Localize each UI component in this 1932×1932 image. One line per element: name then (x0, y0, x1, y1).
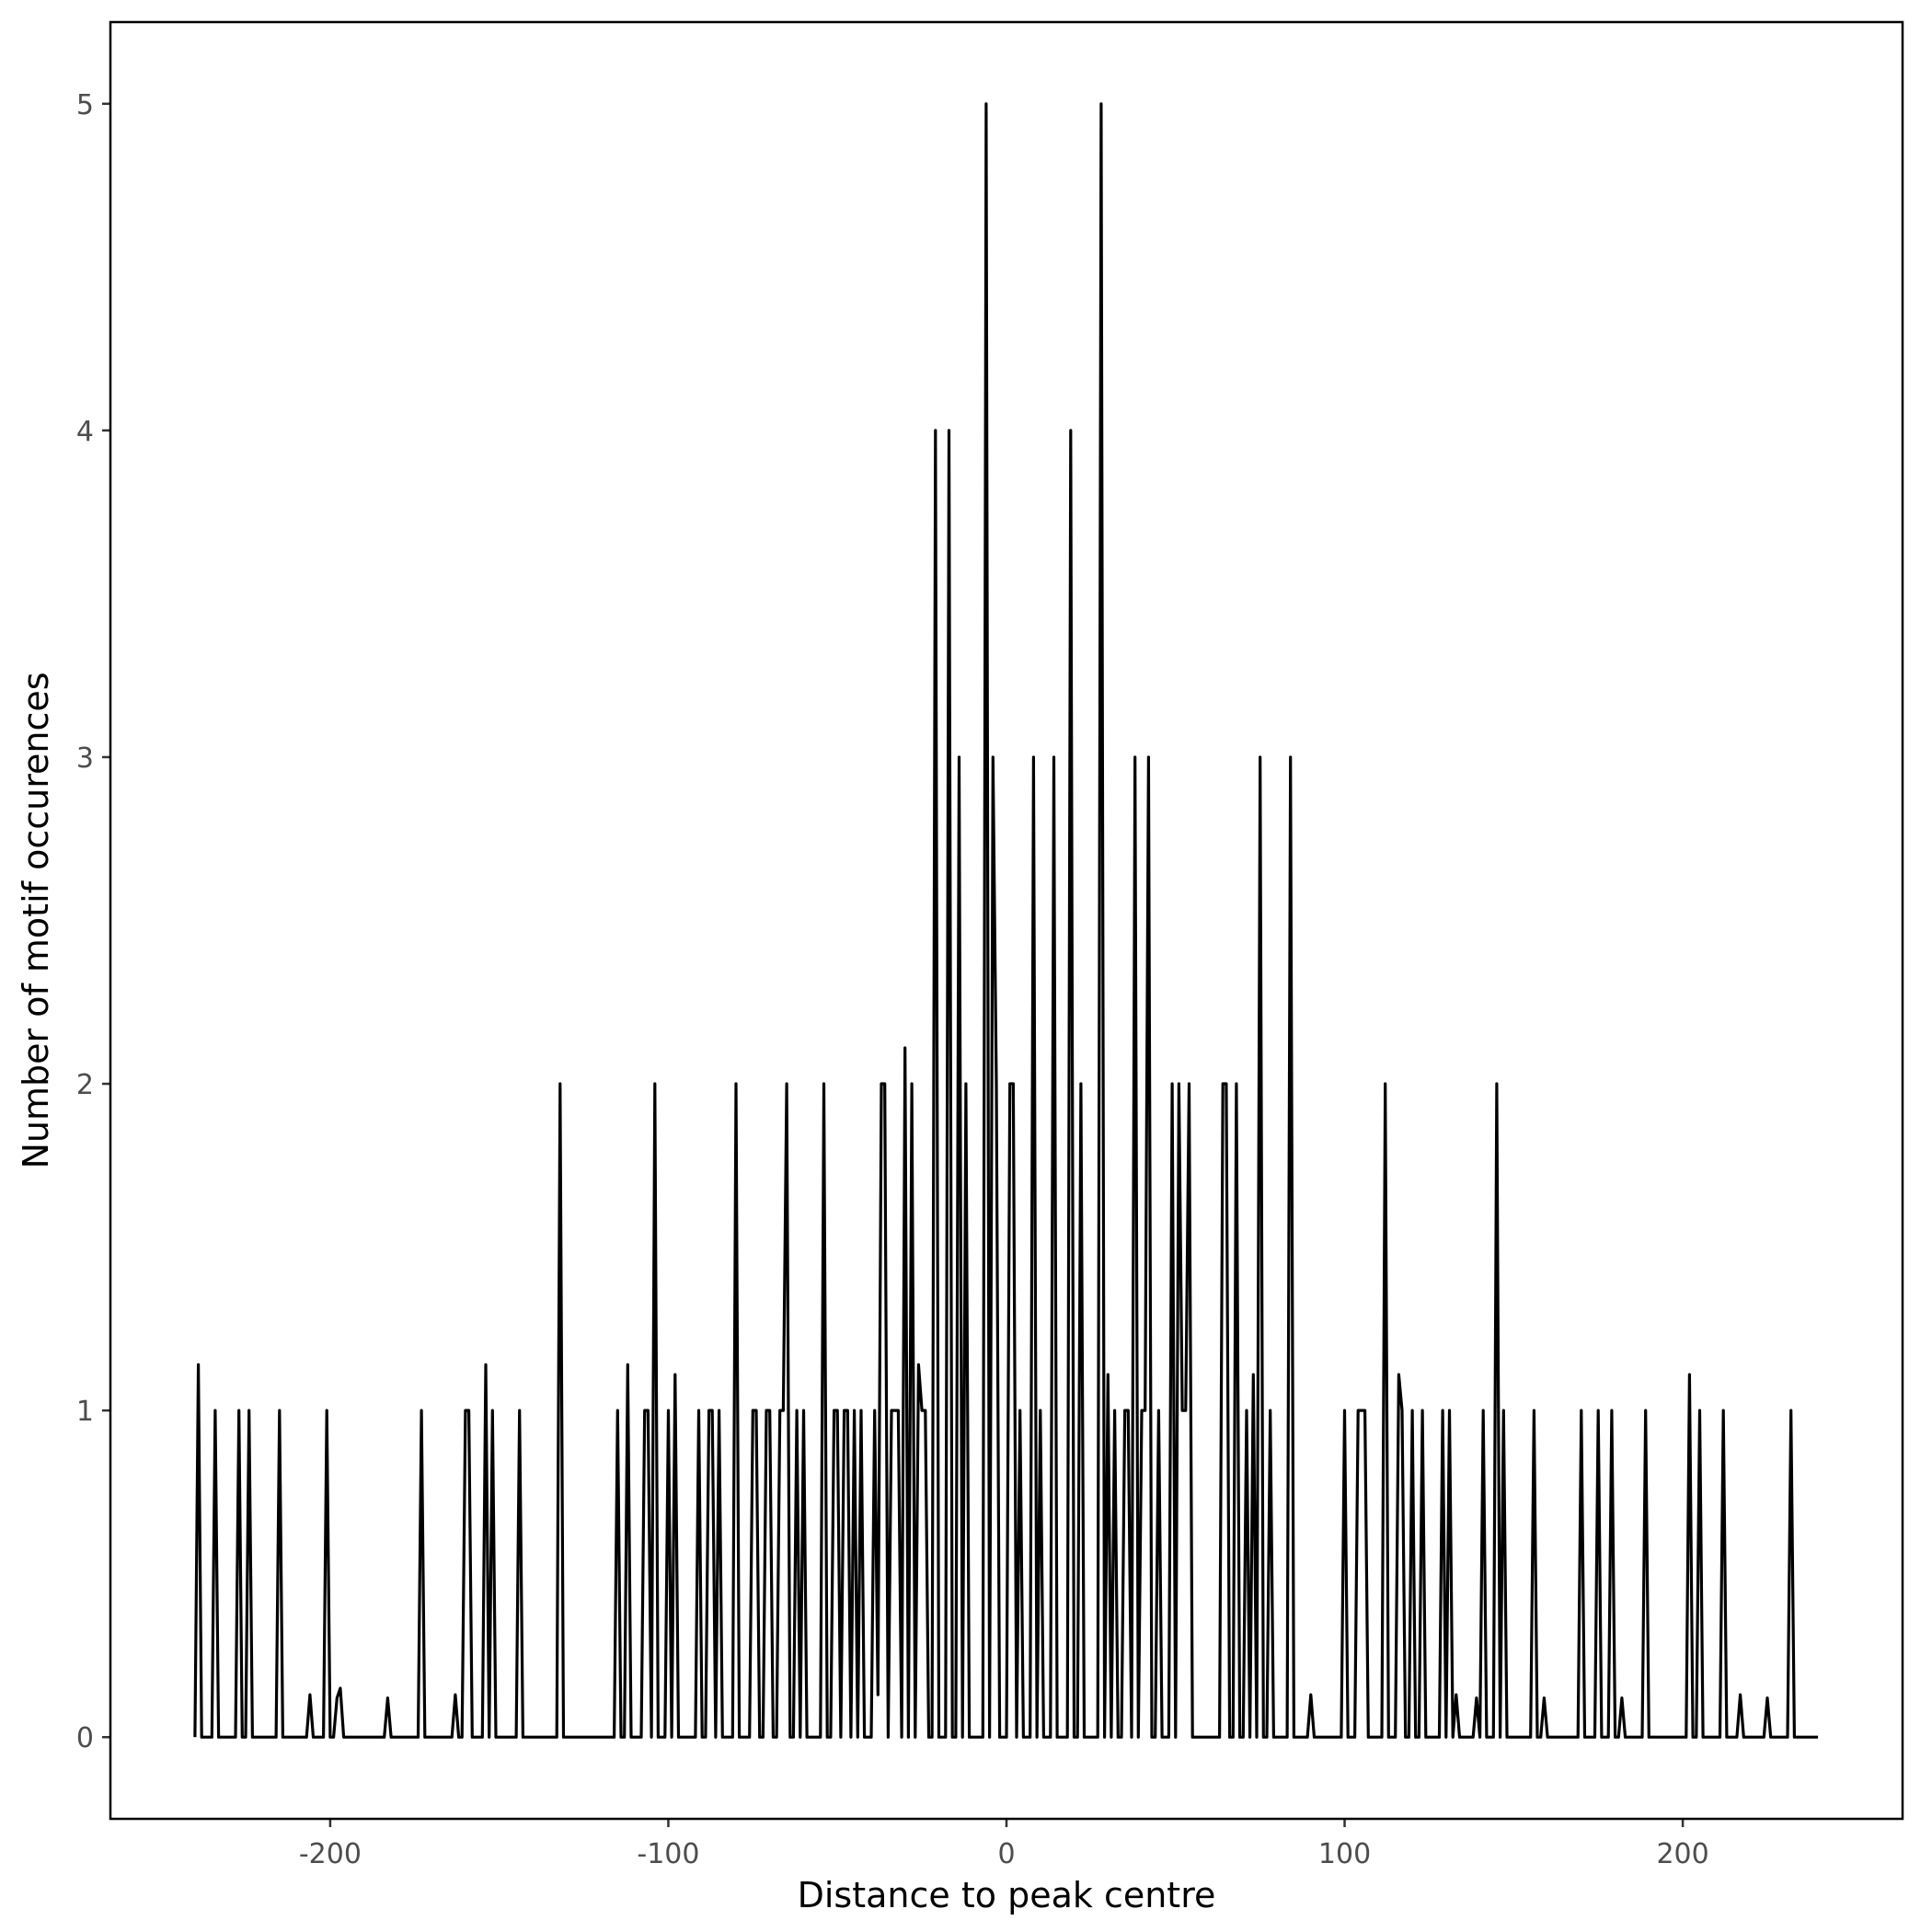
y-tick-label: 2 (76, 1069, 94, 1101)
x-tick-label: 200 (1656, 1838, 1708, 1870)
x-axis-title: Distance to peak centre (798, 1875, 1216, 1915)
y-tick-label: 0 (76, 1722, 94, 1754)
y-axis-title: Number of motif occurences (16, 672, 56, 1168)
y-tick-label: 5 (76, 89, 94, 121)
y-axis-ticks: 0 1 2 3 4 5 (76, 89, 110, 1754)
y-tick-label: 4 (76, 416, 94, 448)
plot-panel-border (109, 20, 1904, 1821)
x-tick-label: 100 (1318, 1838, 1371, 1870)
x-tick-label: -200 (299, 1838, 362, 1870)
x-tick-label: 0 (997, 1838, 1015, 1870)
y-tick-label: 1 (76, 1396, 94, 1428)
motif-occurrence-line (193, 102, 1819, 1739)
x-axis-ticks: -200 -100 0 100 200 (299, 1819, 1709, 1870)
x-tick-label: -100 (637, 1838, 699, 1870)
y-tick-label: 3 (76, 742, 94, 775)
